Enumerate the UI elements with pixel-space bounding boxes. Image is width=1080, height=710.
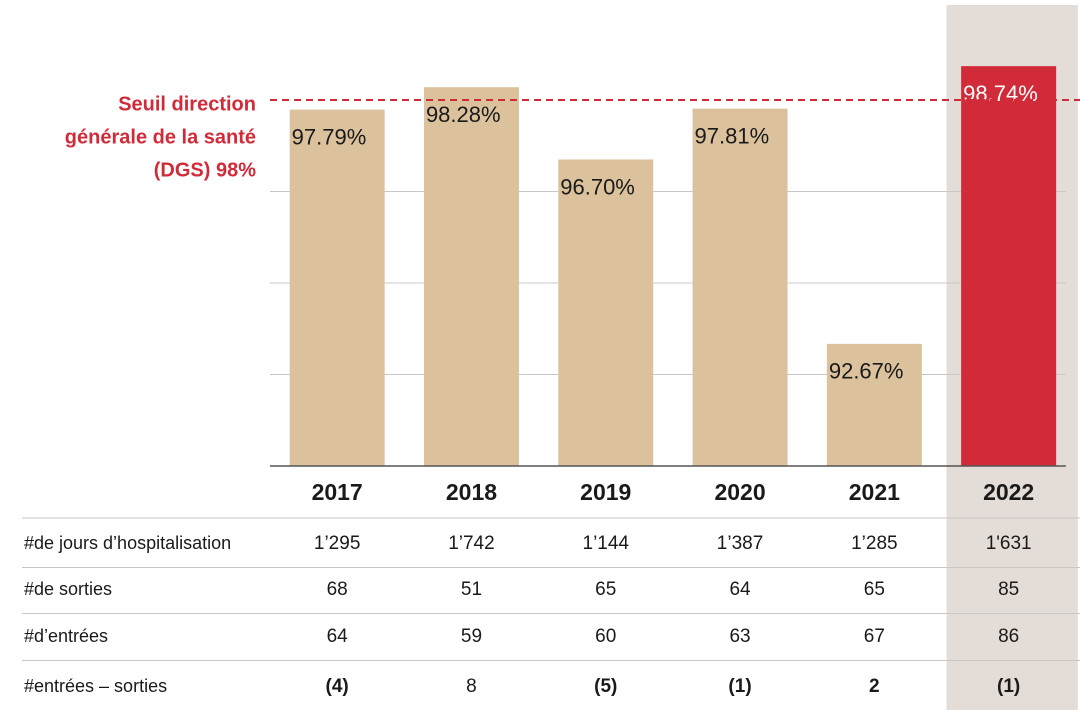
table-cell: 8 — [466, 676, 477, 697]
table-cell: 64 — [327, 626, 349, 647]
table-cell: 65 — [864, 579, 885, 600]
x-tick-label: 2020 — [714, 479, 765, 505]
row-label: #de jours d’hospitalisation — [24, 533, 231, 553]
x-tick-label: 2017 — [312, 479, 363, 505]
value-label: 97.79% — [292, 124, 367, 149]
table-cell: 86 — [998, 626, 1019, 647]
table-cell: 64 — [729, 579, 751, 600]
bar — [558, 159, 654, 466]
threshold-label: générale de la santé — [65, 126, 256, 148]
threshold-label: Seuil direction — [118, 93, 256, 115]
value-label: 96.70% — [560, 174, 635, 199]
value-label: 97.81% — [695, 124, 770, 149]
x-tick-label: 2021 — [849, 479, 900, 505]
table-cell: 2 — [869, 676, 880, 697]
bar — [289, 109, 385, 467]
table-cell: (1) — [728, 676, 751, 697]
table-cell: (1) — [997, 676, 1020, 697]
table-cell: 63 — [729, 626, 750, 647]
x-tick-label: 2019 — [580, 479, 631, 505]
table-cell: 1’387 — [717, 533, 764, 554]
table-cell: 65 — [595, 579, 616, 600]
threshold-label: (DGS) 98% — [154, 159, 256, 181]
table-cell: (5) — [594, 676, 617, 697]
value-label: 92.67% — [829, 359, 904, 384]
table-cell: 1’742 — [448, 533, 495, 554]
table-cell: 85 — [998, 579, 1019, 600]
value-label: 98.28% — [426, 102, 501, 127]
bar — [423, 87, 519, 466]
x-tick-label: 2022 — [983, 479, 1034, 505]
table-cell: 1’144 — [583, 533, 630, 554]
value-label: 98.74% — [963, 81, 1038, 106]
bar — [961, 66, 1057, 467]
x-tick-label: 2018 — [446, 479, 497, 505]
table-cell: 67 — [864, 626, 885, 647]
table-cell: 1’285 — [851, 533, 898, 554]
table-cell: 1'631 — [986, 533, 1032, 554]
table-cell: 51 — [461, 579, 482, 600]
table-cell: 1’295 — [314, 533, 361, 554]
bar — [692, 108, 788, 466]
table-cell: (4) — [326, 676, 349, 697]
bar — [826, 343, 922, 466]
row-label: #de sorties — [24, 579, 112, 599]
table-cell: 60 — [595, 626, 616, 647]
table-cell: 68 — [327, 579, 348, 600]
row-label: #entrées – sorties — [24, 676, 167, 696]
table-cell: 59 — [461, 626, 482, 647]
row-label: #d’entrées — [24, 626, 108, 646]
